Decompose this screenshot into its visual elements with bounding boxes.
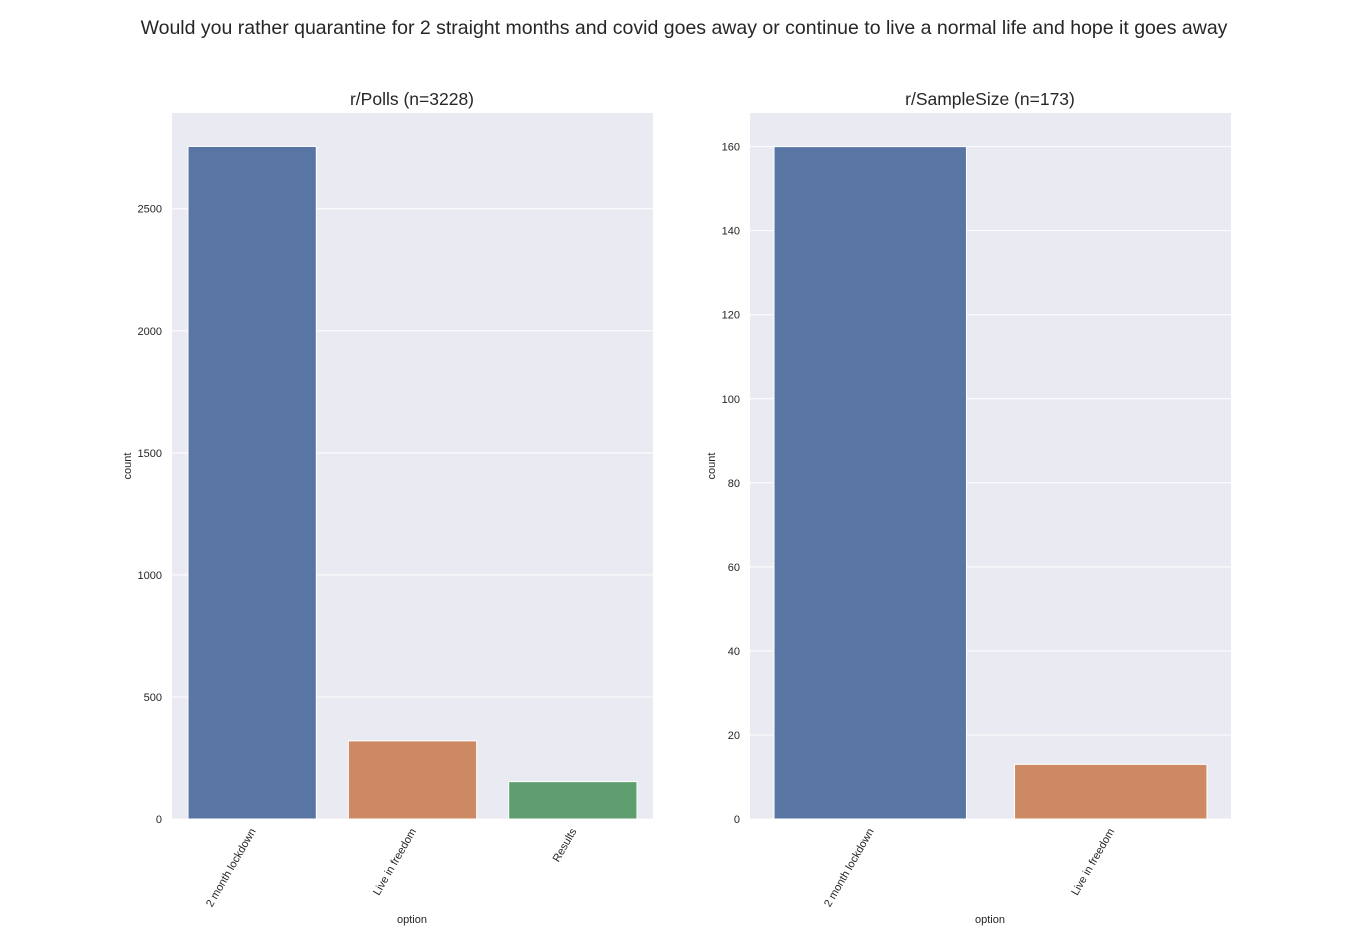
- y-tick-label: 500: [144, 692, 162, 704]
- y-tick-label: 2500: [138, 204, 162, 216]
- y-axis-label: count: [122, 453, 134, 480]
- bars: [773, 146, 1208, 820]
- y-tick-labels: 0 500 1000 1500 2000 2500: [138, 204, 162, 826]
- y-tick-label: 80: [728, 478, 740, 490]
- bar: [347, 740, 478, 820]
- y-tick-label: 2000: [138, 326, 162, 338]
- x-tick-label: Results: [551, 826, 580, 864]
- bar: [773, 146, 967, 820]
- y-tick-label: 160: [722, 142, 740, 154]
- chart-title: r/SampleSize (n=173): [905, 89, 1075, 109]
- y-tick-label: 0: [734, 814, 740, 826]
- chart-title: r/Polls (n=3228): [350, 89, 474, 109]
- y-tick-label: 120: [722, 310, 740, 322]
- y-axis-label: count: [706, 453, 718, 480]
- y-tick-label: 20: [728, 730, 740, 742]
- x-axis-label: option: [975, 914, 1005, 926]
- chart-panel-samplesize: 0 20 40 60 80 100 120 140 160 2 month lockdown Li…: [706, 89, 1231, 926]
- y-tick-label: 1500: [138, 448, 162, 460]
- y-tick-label: 60: [728, 562, 740, 574]
- y-tick-label: 140: [722, 226, 740, 238]
- chart-panel-polls: 0 500 1000 1500 2000 2500 2 month lockdown Liv…: [122, 89, 653, 926]
- x-tick-label: 2 month lockdown: [822, 827, 877, 910]
- x-tick-labels: 2 month lockdown Live in freedom Results: [204, 826, 580, 909]
- x-tick-label: Live in freedom: [371, 827, 419, 898]
- y-tick-label: 1000: [138, 570, 162, 582]
- bars: [187, 145, 638, 820]
- x-tick-labels: 2 month lockdown Live in freedom: [822, 827, 1117, 910]
- y-tick-label: 0: [156, 814, 162, 826]
- y-tick-label: 40: [728, 646, 740, 658]
- figure-suptitle: Would you rather quarantine for 2 straig…: [141, 17, 1228, 39]
- bar: [508, 781, 638, 820]
- bar: [1014, 763, 1208, 820]
- x-tick-label: Live in freedom: [1069, 827, 1117, 898]
- x-axis-label: option: [397, 914, 427, 926]
- x-tick-label: 2 month lockdown: [204, 827, 259, 910]
- y-tick-label: 100: [722, 394, 740, 406]
- y-tick-labels: 0 20 40 60 80 100 120 140 160: [722, 142, 740, 826]
- bar: [187, 145, 317, 820]
